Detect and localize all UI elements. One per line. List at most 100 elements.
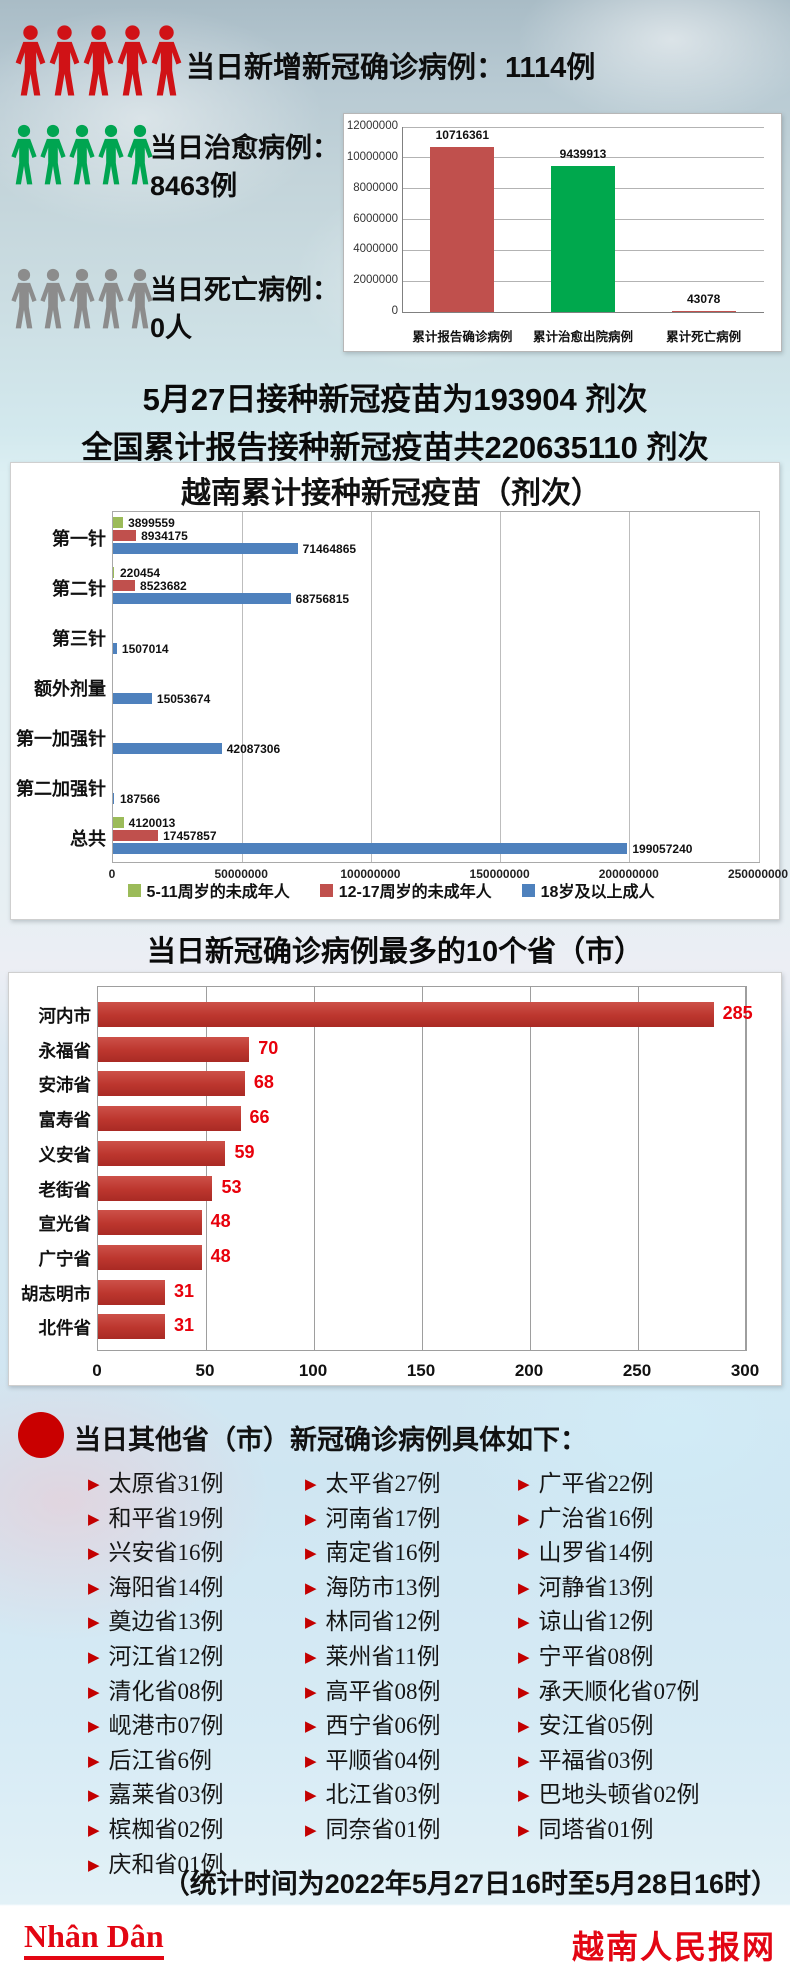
x-tick-label: 250 — [622, 1361, 652, 1380]
province-list-item: ▶ 平福省03例 — [518, 1741, 654, 1775]
bar-value-label: 17457857 — [163, 829, 217, 843]
province-list-item: ▶ 庆和省01例 — [88, 1845, 224, 1879]
province-label: 富寿省 — [38, 1110, 92, 1131]
legend-label: 18岁及以上成人 — [540, 884, 655, 901]
province-list-item: ▶ 北江省03例 — [305, 1775, 441, 1809]
gridline — [313, 987, 315, 1350]
bar-value-label: 68756815 — [295, 592, 350, 606]
province-case-text: 海防市13例 — [325, 1574, 441, 1600]
triangle-bullet-icon: ▶ — [305, 1682, 317, 1701]
legend-label: 12-17周岁的未成年人 — [338, 884, 492, 901]
cumulative-cases-chart: 0 2000000 4000000 6000000 8000000 10000000 120… — [343, 113, 782, 352]
person-icon — [10, 122, 38, 188]
province-value-label: 68 — [253, 1072, 274, 1093]
person-icon — [14, 24, 47, 98]
person-icon — [68, 122, 96, 188]
gridline — [758, 512, 760, 862]
province-list-item: ▶ 太平省27例 — [305, 1464, 441, 1498]
y-axis-line — [402, 127, 403, 312]
province-value-label: 70 — [258, 1037, 279, 1058]
province-list-item: ▶ 海防市13例 — [305, 1568, 441, 1602]
province-bar-河内市 — [98, 1002, 714, 1027]
triangle-bullet-icon: ▶ — [305, 1613, 317, 1632]
deaths-label-line1: 当日死亡病例： — [150, 275, 339, 305]
gridline — [500, 512, 502, 862]
province-list-item: ▶ 西宁省06例 — [305, 1706, 441, 1740]
province-value-label: 53 — [221, 1176, 242, 1197]
x-tick-label: 200 — [514, 1361, 544, 1380]
province-case-text: 同塔省01例 — [538, 1817, 654, 1842]
triangle-bullet-icon: ▶ — [305, 1475, 317, 1493]
triangle-bullet-icon: ▶ — [88, 1613, 100, 1632]
triangle-bullet-icon: ▶ — [88, 1855, 100, 1874]
other-provinces-heading: 当日其他省（市）新冠确诊病例具体如下： — [74, 1425, 587, 1455]
recovered-people-icons — [10, 122, 154, 188]
province-label: 河内市 — [38, 1006, 92, 1026]
province-case-text: 太平省27例 — [325, 1471, 441, 1496]
cumulative-chart-plot: 10716361 9439913 43078 — [402, 126, 764, 313]
province-bar-广宁省 — [98, 1244, 202, 1270]
deaths-people-icons — [10, 266, 154, 332]
vaccination-chart-plot: 3899559 220454 4120013 8934175 8523682 174578… — [112, 511, 760, 863]
bar-value-label: 43078 — [686, 292, 721, 306]
province-case-text: 山罗省14例 — [538, 1540, 654, 1566]
y-tick-label: 4000000 — [353, 243, 398, 256]
province-list-item: ▶ 河南省17例 — [305, 1499, 441, 1533]
legend-item: 18岁及以上成人 — [521, 878, 655, 902]
y-tick-label: 6000000 — [353, 212, 398, 225]
triangle-bullet-icon: ▶ — [518, 1648, 530, 1666]
province-list-item: ▶ 和平省19例 — [88, 1499, 224, 1533]
province-case-text: 宁平省08例 — [538, 1644, 654, 1669]
province-list-item: ▶ 河静省13例 — [518, 1568, 654, 1602]
person-icon — [48, 24, 81, 98]
recovered-label-line1: 当日治愈病例： — [150, 133, 339, 163]
bar-value-label: 15053674 — [156, 692, 211, 706]
province-label: 老街省 — [38, 1179, 92, 1200]
red-dot-icon — [18, 1412, 64, 1458]
series-bar — [113, 530, 137, 541]
province-case-text: 平顺省04例 — [325, 1747, 441, 1773]
province-case-text: 后江省6例 — [108, 1747, 213, 1773]
person-icon — [82, 24, 115, 98]
province-case-text: 同奈省01例 — [325, 1817, 441, 1842]
province-label: 安沛省 — [38, 1075, 92, 1096]
triangle-bullet-icon: ▶ — [518, 1717, 530, 1736]
province-list-item: ▶ 兴安省16例 — [88, 1533, 224, 1567]
province-list-item: ▶ 太原省31例 — [88, 1464, 224, 1498]
x-tick-label: 100000000 — [340, 867, 401, 881]
triangle-bullet-icon: ▶ — [305, 1578, 317, 1597]
bar-value-label: 220454 — [120, 566, 161, 580]
series-bar — [113, 693, 152, 704]
recovered-label-line2: 8463例 — [150, 171, 238, 201]
series-bar — [113, 817, 124, 828]
x-tick-label: 150000000 — [469, 867, 530, 881]
province-case-text: 岘港市07例 — [108, 1713, 224, 1739]
triangle-bullet-icon: ▶ — [518, 1682, 530, 1701]
province-case-text: 海阳省14例 — [108, 1574, 224, 1600]
statistics-period-note: （统计时间为2022年5月27日16时至5月28日16时） — [162, 1869, 778, 1899]
province-list-item: ▶ 南定省16例 — [305, 1533, 441, 1567]
province-case-text: 北江省03例 — [325, 1782, 441, 1808]
top10-chart-title: 当日新冠确诊病例最多的10个省（市） — [146, 936, 644, 968]
province-case-text: 庆和省01例 — [108, 1851, 224, 1877]
province-bar-宣光省 — [98, 1210, 202, 1236]
gridline — [205, 987, 207, 1350]
y-tick-label: 0 — [391, 305, 398, 317]
gridline — [241, 512, 243, 862]
person-icon — [10, 266, 38, 332]
province-case-text: 西宁省06例 — [325, 1713, 441, 1739]
bar-value-label: 187566 — [120, 792, 161, 806]
province-bar-胡志明市 — [98, 1279, 165, 1305]
province-list-item: ▶ 莱州省11例 — [305, 1637, 440, 1671]
triangle-bullet-icon: ▶ — [88, 1475, 100, 1493]
province-list-item: ▶ 河江省12例 — [88, 1637, 224, 1671]
province-case-text: 安江省05例 — [538, 1713, 654, 1739]
person-icon — [97, 266, 125, 332]
bar-累计报告确诊病例 — [430, 146, 495, 312]
x-category-label: 累计治愈出院病例 — [532, 330, 633, 344]
province-case-text: 和平省19例 — [108, 1505, 224, 1531]
series-bar — [113, 830, 159, 841]
nhandan-logo: Nhân Dân — [24, 1919, 164, 1960]
gridline — [637, 987, 639, 1350]
province-case-text: 林同省12例 — [325, 1609, 441, 1635]
